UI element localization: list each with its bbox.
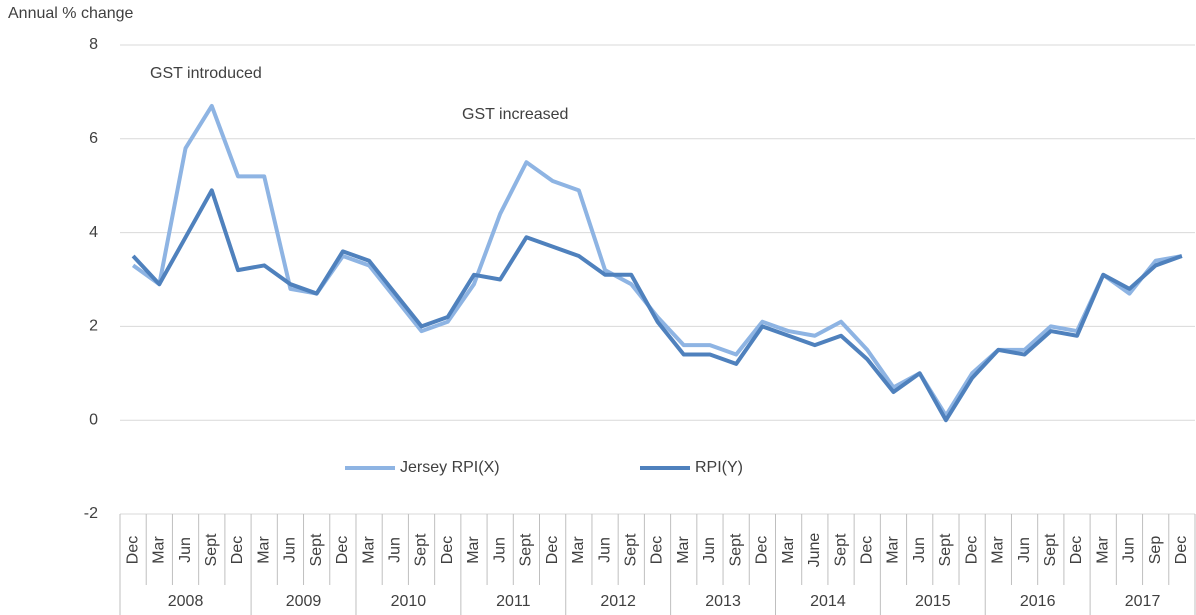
- x-tick-label: Jun: [177, 537, 194, 563]
- x-tick-label: Jun: [911, 537, 928, 563]
- x-tick-label: Sep: [1147, 536, 1164, 565]
- x-tick-label: Dec: [1068, 536, 1085, 564]
- x-group-label: 2015: [915, 593, 951, 610]
- y-tick-label: 6: [89, 130, 98, 147]
- annotation: GST introduced: [150, 65, 262, 82]
- x-tick-label: Mar: [675, 536, 692, 564]
- x-tick-label: Dec: [439, 536, 456, 564]
- x-tick-label: Dec: [1173, 536, 1190, 564]
- x-tick-label: Sept: [308, 533, 325, 566]
- y-tick-label: -2: [84, 505, 98, 522]
- y-axis-title: Annual % change: [8, 5, 134, 22]
- x-tick-label: Jun: [282, 537, 299, 563]
- x-tick-label: Sept: [937, 533, 954, 566]
- x-tick-label: Sept: [203, 533, 220, 566]
- x-tick-label: Sept: [1042, 533, 1059, 566]
- x-group-label: 2008: [168, 593, 204, 610]
- y-tick-label: 2: [89, 318, 98, 335]
- x-group-label: 2009: [286, 593, 322, 610]
- x-tick-label: Mar: [780, 536, 797, 564]
- x-tick-label: Mar: [465, 536, 482, 564]
- x-group-label: 2012: [600, 593, 636, 610]
- x-group-label: 2010: [391, 593, 427, 610]
- legend-label: Jersey RPI(X): [400, 459, 500, 476]
- x-tick-label: Dec: [963, 536, 980, 564]
- x-tick-label: Jun: [387, 537, 404, 563]
- y-tick-label: 4: [89, 224, 98, 241]
- x-tick-label: Jun: [1121, 537, 1138, 563]
- x-group-label: 2013: [705, 593, 741, 610]
- x-tick-label: Dec: [544, 536, 561, 564]
- x-tick-label: Sept: [518, 533, 535, 566]
- series-line: [131, 103, 1183, 418]
- x-tick-label: Dec: [858, 536, 875, 564]
- legend-label: RPI(Y): [695, 459, 743, 476]
- x-tick-label: Jun: [1016, 537, 1033, 563]
- x-tick-label: Mar: [1094, 536, 1111, 564]
- x-tick-label: Jun: [701, 537, 718, 563]
- x-tick-label: Jun: [596, 537, 613, 563]
- x-tick-label: Mar: [360, 536, 377, 564]
- x-tick-label: Sept: [727, 533, 744, 566]
- x-tick-label: Mar: [255, 536, 272, 564]
- x-group-label: 2011: [496, 593, 531, 610]
- x-tick-label: Dec: [229, 536, 246, 564]
- x-tick-label: Sept: [832, 533, 849, 566]
- x-group-label: 2016: [1020, 593, 1056, 610]
- x-tick-label: Dec: [649, 536, 666, 564]
- x-tick-label: Dec: [334, 536, 351, 564]
- x-tick-label: Mar: [885, 536, 902, 564]
- x-tick-label: Mar: [990, 536, 1007, 564]
- x-tick-label: Dec: [124, 536, 141, 564]
- x-tick-label: Dec: [754, 536, 771, 564]
- annotation: GST increased: [462, 106, 568, 123]
- y-tick-label: 0: [89, 411, 98, 428]
- series-line: [131, 188, 1183, 423]
- x-tick-label: Sept: [622, 533, 639, 566]
- x-group-label: 2014: [810, 593, 846, 610]
- x-tick-label: Mar: [570, 536, 587, 564]
- x-tick-label: Sept: [413, 533, 430, 566]
- x-group-label: 2017: [1125, 593, 1161, 610]
- x-tick-label: June: [806, 533, 823, 568]
- x-tick-label: Mar: [151, 536, 168, 564]
- x-tick-label: Jun: [491, 537, 508, 563]
- y-tick-label: 8: [89, 36, 98, 53]
